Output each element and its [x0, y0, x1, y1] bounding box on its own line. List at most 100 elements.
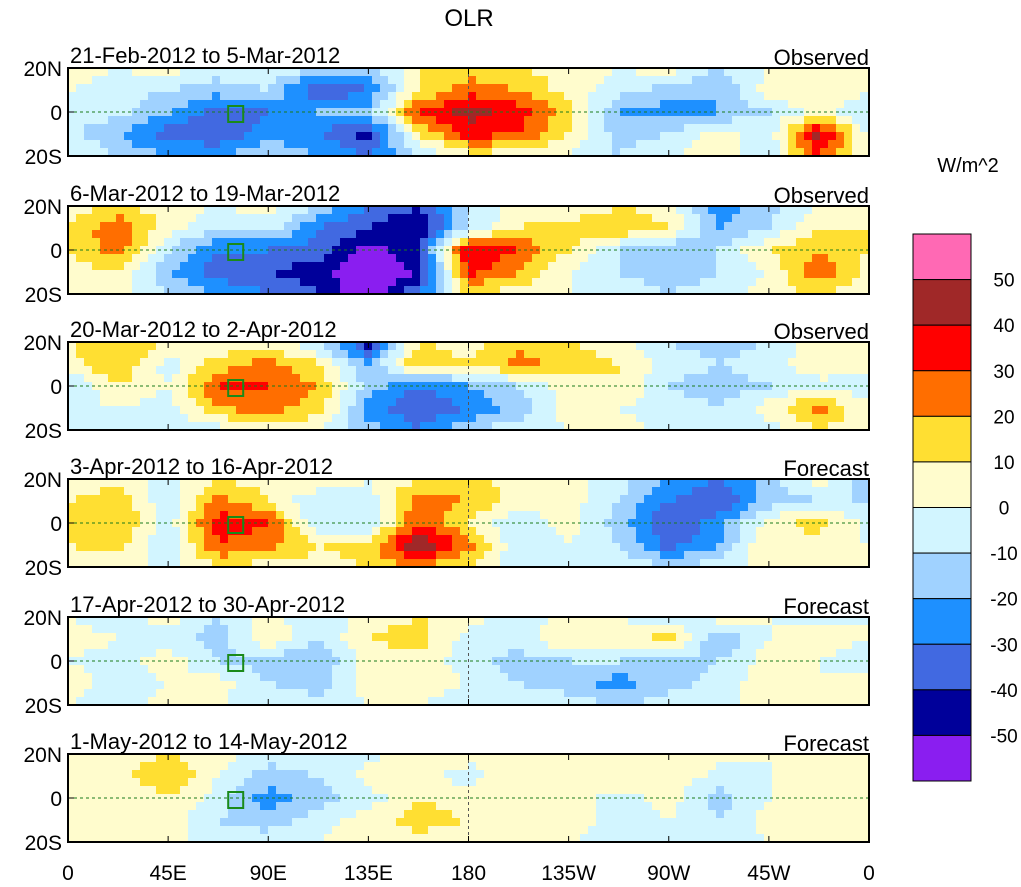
olr-cell: [532, 527, 541, 536]
olr-cell: [564, 503, 573, 512]
olr-cell: [860, 84, 869, 93]
olr-cell: [516, 116, 525, 125]
olr-cell: [444, 116, 453, 125]
olr-cell: [788, 414, 797, 423]
olr-cell: [348, 262, 357, 271]
olr-cell: [212, 254, 221, 263]
olr-cell: [284, 382, 293, 391]
olr-cell: [476, 382, 485, 391]
olr-cell: [348, 358, 357, 367]
olr-cell: [612, 358, 621, 367]
olr-cell: [788, 76, 797, 85]
olr-cell: [284, 132, 293, 141]
olr-cell: [412, 100, 421, 109]
olr-cell: [348, 527, 357, 536]
olr-cell: [788, 479, 797, 488]
olr-cell: [812, 551, 821, 560]
olr-cell: [708, 414, 717, 423]
olr-cell: [804, 286, 813, 295]
olr-cell: [180, 222, 189, 231]
olr-cell: [188, 286, 197, 295]
olr-cell: [140, 358, 149, 367]
olr-cell: [628, 527, 637, 536]
olr-cell: [164, 633, 173, 642]
olr-cell: [788, 124, 797, 133]
olr-cell: [860, 270, 869, 279]
olr-cell: [468, 132, 477, 141]
olr-cell: [524, 625, 533, 634]
olr-cell: [260, 214, 269, 223]
olr-cell: [548, 132, 557, 141]
olr-cell: [460, 406, 469, 415]
olr-cell: [740, 68, 749, 77]
olr-cell: [812, 116, 821, 125]
olr-cell: [468, 100, 477, 109]
olr-cell: [124, 366, 133, 375]
olr-cell: [636, 92, 645, 101]
olr-cell: [204, 503, 213, 512]
olr-cell: [548, 625, 557, 634]
olr-cell: [284, 350, 293, 359]
olr-cell: [732, 132, 741, 141]
olr-cell: [620, 222, 629, 231]
olr-cell: [468, 479, 477, 488]
olr-cell: [564, 124, 573, 133]
olr-cell: [396, 230, 405, 239]
olr-cell: [340, 551, 349, 560]
olr-cell: [660, 254, 669, 263]
olr-cell: [300, 342, 309, 351]
olr-cell: [380, 350, 389, 359]
olr-cell: [244, 406, 253, 415]
olr-cell: [628, 406, 637, 415]
olr-cell: [372, 479, 381, 488]
olr-cell: [188, 625, 197, 634]
olr-cell: [188, 140, 197, 149]
olr-cell: [732, 350, 741, 359]
olr-cell: [644, 527, 653, 536]
olr-cell: [388, 617, 397, 626]
olr-cell: [660, 262, 669, 271]
olr-cell: [564, 238, 573, 247]
olr-cell: [220, 76, 229, 85]
olr-cell: [668, 246, 677, 255]
olr-cell: [548, 422, 557, 431]
olr-cell: [572, 350, 581, 359]
olr-cell: [804, 503, 813, 512]
olr-cell: [348, 342, 357, 351]
olr-cell: [780, 527, 789, 536]
olr-cell: [468, 422, 477, 431]
olr-cell: [276, 270, 285, 279]
olr-cell: [604, 527, 613, 536]
olr-cell: [364, 84, 373, 93]
olr-cell: [196, 479, 205, 488]
olr-cell: [580, 641, 589, 650]
olr-cell: [132, 366, 141, 375]
olr-cell: [644, 503, 653, 512]
olr-cell: [428, 108, 437, 117]
olr-cell: [804, 406, 813, 415]
olr-cell: [428, 479, 437, 488]
olr-cell: [852, 100, 861, 109]
olr-cell: [188, 84, 197, 93]
olr-cell: [132, 140, 141, 149]
olr-cell: [756, 92, 765, 101]
olr-cell: [444, 625, 453, 634]
olr-cell: [820, 641, 829, 650]
olr-cell: [68, 100, 77, 109]
olr-cell: [68, 278, 77, 287]
olr-cell: [156, 551, 165, 560]
olr-cell: [220, 511, 229, 520]
olr-cell: [676, 124, 685, 133]
olr-cell: [316, 206, 325, 215]
olr-cell: [572, 246, 581, 255]
olr-cell: [484, 495, 493, 504]
olr-cell: [156, 76, 165, 85]
olr-cell: [308, 92, 317, 101]
olr-cell: [604, 270, 613, 279]
olr-cell: [620, 76, 629, 85]
olr-cell: [260, 358, 269, 367]
olr-cell: [852, 222, 861, 231]
olr-cell: [140, 230, 149, 239]
olr-cell: [692, 246, 701, 255]
olr-cell: [476, 262, 485, 271]
